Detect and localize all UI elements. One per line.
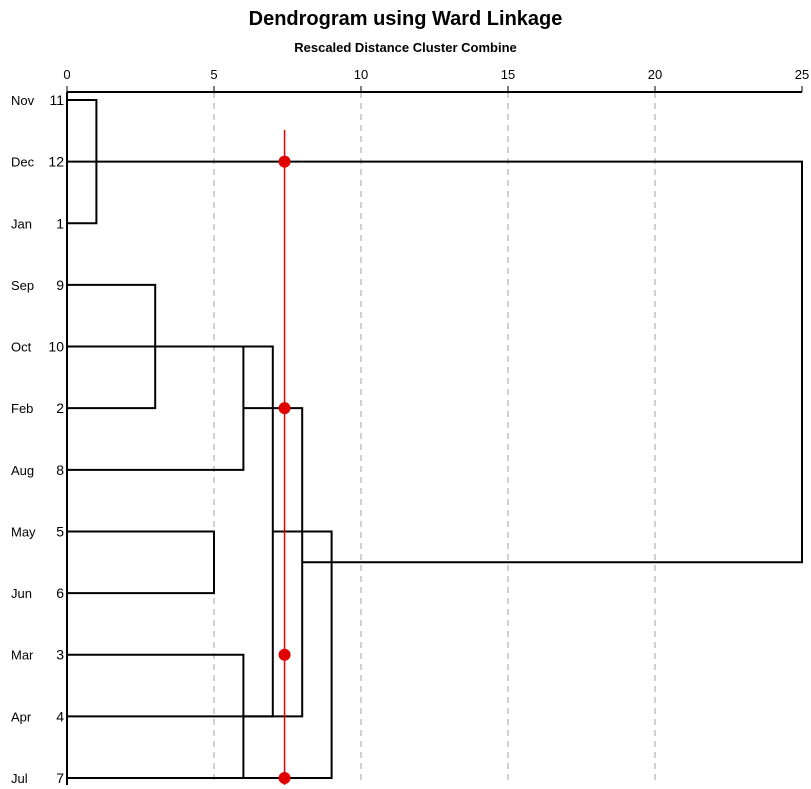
x-axis: 0 5 10 15 20 25	[63, 67, 809, 785]
leaf-id: 11	[49, 92, 64, 108]
chart-title: Dendrogram using Ward Linkage	[248, 8, 563, 30]
leaf-label: Sep	[11, 278, 34, 293]
x-tick-label: 0	[63, 67, 70, 82]
leaf-label: Feb	[11, 401, 33, 416]
x-tick-label: 20	[648, 67, 662, 82]
cut-line-group	[278, 130, 291, 785]
leaf-label: Jul	[11, 771, 28, 786]
dendrogram-links	[67, 99, 803, 779]
leaf-label: Aug	[11, 463, 34, 478]
link-8	[67, 530, 333, 779]
cut-marker	[278, 772, 291, 784]
x-tick-label: 5	[210, 67, 217, 82]
leaf-id: 10	[48, 339, 64, 355]
leaf-id: 8	[56, 462, 64, 478]
leaf-id: 2	[56, 400, 64, 416]
leaf-label: Jan	[11, 216, 32, 231]
link-2	[67, 530, 215, 595]
cut-marker	[278, 402, 291, 415]
leaf-label: Mar	[11, 648, 34, 663]
leaf-label: Nov	[11, 93, 35, 108]
leaf-id: 3	[56, 647, 64, 663]
leaf-labels: Nov 11 Dec 12 Jan 1 Sep 9 Oct 10 Feb 2 Aug 8 May 5 Jun 6 M…	[11, 92, 64, 786]
leaf-label: Jun	[11, 586, 32, 601]
leaf-id: 7	[56, 770, 64, 786]
leaf-id: 4	[56, 708, 64, 724]
cut-marker	[278, 648, 291, 661]
cut-marker	[278, 155, 291, 168]
chart-subtitle: Rescaled Distance Cluster Combine	[294, 40, 517, 55]
leaf-label: May	[11, 524, 36, 539]
leaf-id: 1	[56, 215, 64, 231]
leaf-label: Apr	[11, 709, 32, 724]
x-tick-label: 25	[795, 67, 809, 82]
leaf-id: 12	[48, 154, 64, 170]
grid-lines	[213, 92, 656, 785]
x-tick-label: 10	[354, 67, 368, 82]
leaf-id: 5	[56, 523, 64, 539]
x-tick-label: 15	[501, 67, 515, 82]
leaf-id: 6	[56, 585, 64, 601]
leaf-label: Oct	[11, 340, 32, 355]
leaf-label: Dec	[11, 155, 35, 170]
leaf-id: 9	[56, 277, 64, 293]
link-9	[302, 160, 803, 564]
